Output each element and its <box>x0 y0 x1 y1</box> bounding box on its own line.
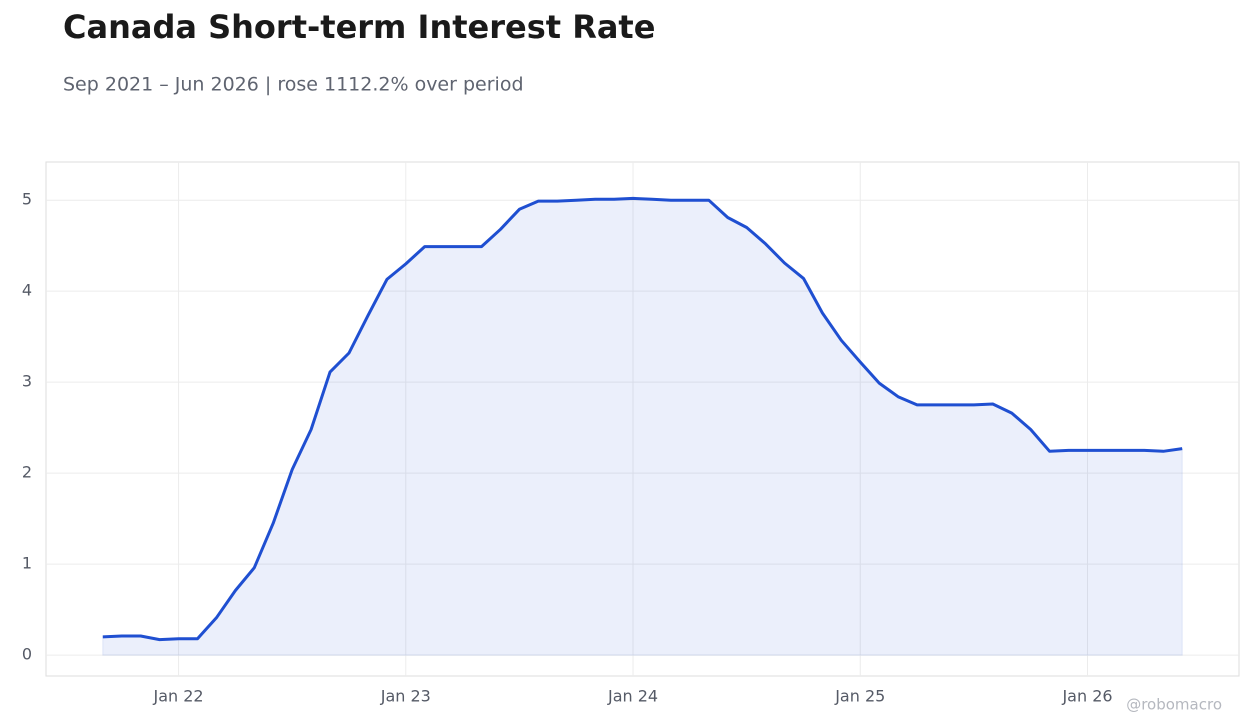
y-tick-label: 0 <box>22 645 32 664</box>
area <box>102 197 1183 656</box>
y-tick-label: 5 <box>22 190 32 209</box>
x-tick-label: Jan 25 <box>834 687 885 706</box>
y-tick-label: 2 <box>22 463 32 482</box>
y-tick-label: 3 <box>22 372 32 391</box>
plot-frame <box>45 161 1240 677</box>
x-tick-label: Jan 24 <box>607 687 658 706</box>
y-tick-label: 4 <box>22 281 32 300</box>
x-tick-label: Jan 23 <box>380 687 431 706</box>
line <box>102 196 1183 642</box>
watermark: @robomacro <box>1126 696 1222 714</box>
chart-subtitle: Sep 2021 – Jun 2026 | rose 1112.2% over … <box>63 74 524 96</box>
y-tick-label: 1 <box>22 554 32 573</box>
chart-title: Canada Short-term Interest Rate <box>63 8 655 46</box>
x-tick-label: Jan 22 <box>153 687 204 706</box>
x-tick-label: Jan 26 <box>1061 687 1112 706</box>
